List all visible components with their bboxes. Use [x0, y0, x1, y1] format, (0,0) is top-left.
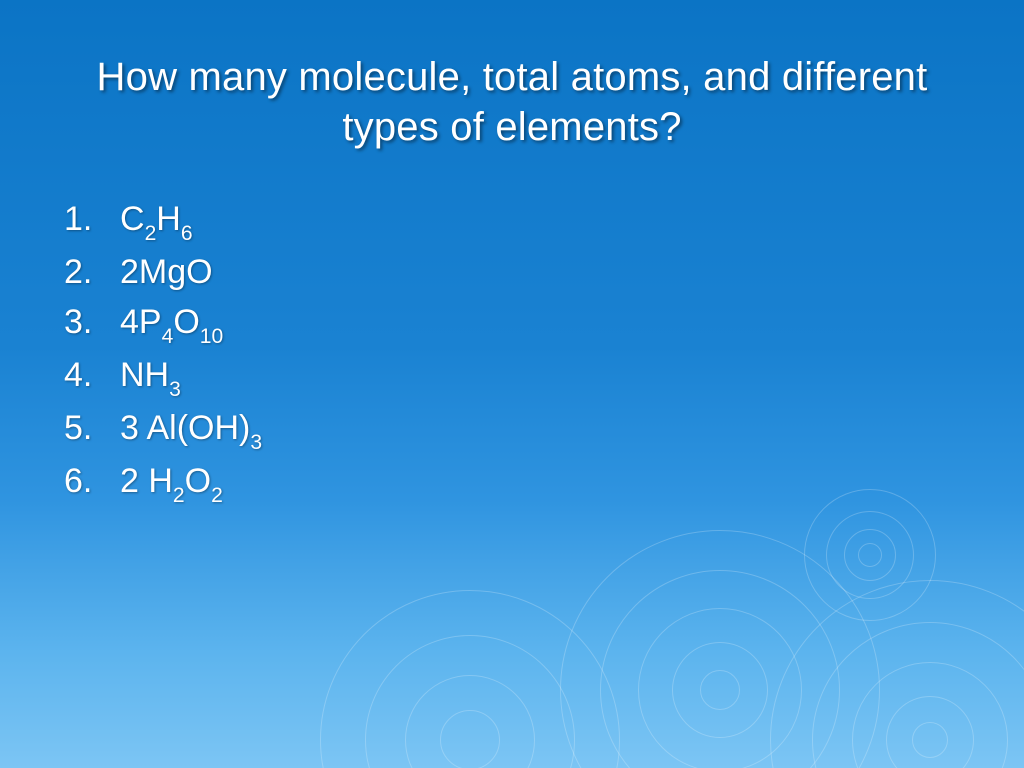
item-number: 3.	[64, 297, 106, 347]
formula-text: 3 Al(OH)	[120, 409, 250, 447]
item-number: 6.	[64, 456, 106, 506]
chemical-formula: 2 H2O2	[120, 456, 223, 509]
formula-text: 2MgO	[120, 253, 213, 291]
list-item: 4. NH3	[64, 350, 960, 403]
subscript: 2	[173, 484, 185, 507]
subscript: 3	[250, 431, 262, 454]
formula-text: 4P	[120, 303, 162, 341]
subscript: 10	[200, 325, 223, 348]
slide: How many molecule, total atoms, and diff…	[0, 0, 1024, 768]
item-number: 2.	[64, 247, 106, 297]
list-item: 6.2 H2O2	[64, 456, 960, 509]
chemical-formula: 4P4O10	[120, 297, 223, 350]
formula-text: NH	[120, 356, 169, 394]
item-number: 1.	[64, 194, 106, 244]
formula-text: O	[173, 303, 199, 341]
formula-text: O	[185, 462, 211, 500]
chemical-formula: NH3	[120, 350, 181, 403]
chemical-formula: 2MgO	[120, 247, 213, 297]
chemical-formula: 3 Al(OH)3	[120, 403, 262, 456]
formula-text: C	[120, 200, 145, 238]
subscript: 3	[169, 378, 181, 401]
formula-list: 1.C2H62.2MgO3.4P4O104.NH35.3 Al(OH)36.2 …	[64, 194, 960, 509]
list-item: 5. 3 Al(OH)3	[64, 403, 960, 456]
chemical-formula: C2H6	[120, 194, 193, 247]
formula-text: 2 H	[120, 462, 173, 500]
list-item: 2. 2MgO	[64, 247, 960, 297]
slide-title: How many molecule, total atoms, and diff…	[64, 52, 960, 152]
subscript: 6	[181, 222, 193, 245]
list-item: 1. C2H6	[64, 194, 960, 247]
formula-text: H	[156, 200, 181, 238]
list-item: 3. 4P4O10	[64, 297, 960, 350]
item-number: 5.	[64, 403, 106, 453]
subscript: 2	[211, 484, 223, 507]
item-number: 4.	[64, 350, 106, 400]
subscript: 4	[162, 325, 174, 348]
subscript: 2	[145, 222, 157, 245]
